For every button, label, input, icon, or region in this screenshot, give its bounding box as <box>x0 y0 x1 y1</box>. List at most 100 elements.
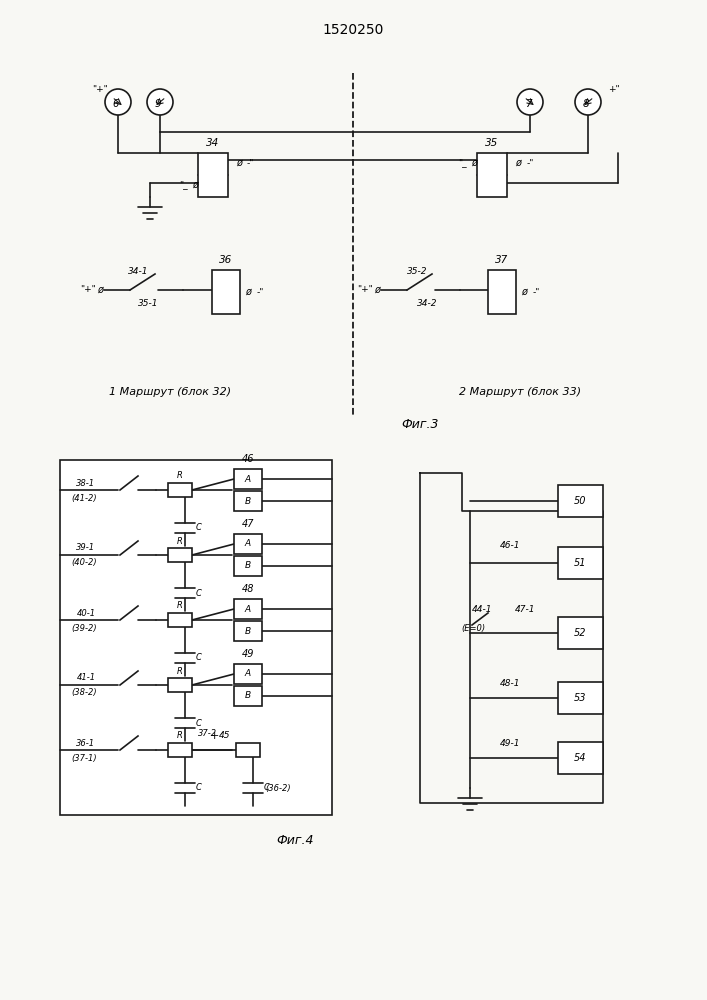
Text: 2 Маршрут (блок 33): 2 Маршрут (блок 33) <box>459 387 581 397</box>
Text: R: R <box>177 536 183 546</box>
Bar <box>212 270 240 314</box>
Text: 47-1: 47-1 <box>515 604 535 613</box>
Bar <box>234 686 262 706</box>
Bar <box>198 153 228 197</box>
Text: 54: 54 <box>574 753 587 763</box>
Text: 48: 48 <box>242 584 255 594</box>
Text: Фиг.4: Фиг.4 <box>276 834 314 846</box>
Text: ø: ø <box>374 285 380 295</box>
Circle shape <box>517 89 543 115</box>
Text: A: A <box>245 604 251 613</box>
Text: A: A <box>245 475 251 484</box>
Text: R: R <box>177 601 183 610</box>
Text: -": -" <box>526 158 534 167</box>
Text: ø: ø <box>515 158 521 168</box>
Text: C: C <box>196 784 202 792</box>
Text: B: B <box>245 496 251 506</box>
Bar <box>234 556 262 576</box>
Text: A: A <box>245 670 251 678</box>
Text: 38-1: 38-1 <box>76 479 95 488</box>
Text: 7: 7 <box>525 99 532 109</box>
Text: 35: 35 <box>486 138 498 148</box>
Circle shape <box>575 89 601 115</box>
Text: 1520250: 1520250 <box>322 23 384 37</box>
Text: 50: 50 <box>574 496 587 506</box>
Bar <box>234 469 262 489</box>
Text: R: R <box>177 732 183 740</box>
Bar <box>558 682 603 714</box>
Text: "+": "+" <box>92 86 108 95</box>
Text: 39-1: 39-1 <box>76 544 95 552</box>
Text: 34-2: 34-2 <box>416 300 437 308</box>
Text: R: R <box>177 472 183 481</box>
Text: C: C <box>264 784 270 792</box>
Text: ø: ø <box>471 158 477 168</box>
Text: 48-1: 48-1 <box>500 678 520 688</box>
Bar <box>168 678 192 692</box>
Text: 47: 47 <box>242 519 255 529</box>
Text: 35-1: 35-1 <box>138 300 158 308</box>
Text: -": -" <box>257 288 264 296</box>
Text: ø: ø <box>521 287 527 297</box>
Text: (41-2): (41-2) <box>71 493 97 502</box>
Text: 49: 49 <box>242 649 255 659</box>
Bar <box>488 270 516 314</box>
Text: R: R <box>177 666 183 676</box>
Text: 49-1: 49-1 <box>500 738 520 748</box>
Text: (38-2): (38-2) <box>71 688 97 698</box>
Circle shape <box>105 89 131 115</box>
Text: Фиг.3: Фиг.3 <box>402 418 439 432</box>
Text: (40-2): (40-2) <box>71 558 97 568</box>
Text: +: + <box>209 731 218 741</box>
Text: C: C <box>196 654 202 662</box>
Bar <box>558 485 603 517</box>
Text: ø: ø <box>245 287 251 297</box>
Text: 53: 53 <box>574 693 587 703</box>
Bar <box>234 491 262 511</box>
Text: B: B <box>245 626 251 636</box>
Text: (37-1): (37-1) <box>71 754 97 762</box>
Text: ø: ø <box>192 180 198 190</box>
Text: B: B <box>245 692 251 700</box>
Text: 46: 46 <box>242 454 255 464</box>
Bar <box>234 664 262 684</box>
Bar <box>168 613 192 627</box>
Text: B: B <box>245 562 251 570</box>
Text: A: A <box>245 540 251 548</box>
Text: "+": "+" <box>80 286 96 294</box>
Text: 46-1: 46-1 <box>500 542 520 550</box>
Bar <box>558 617 603 649</box>
Text: (E=0): (E=0) <box>461 624 485 633</box>
Text: +": +" <box>608 86 620 95</box>
Bar <box>234 599 262 619</box>
Text: 52: 52 <box>574 628 587 638</box>
Text: 6: 6 <box>113 99 119 109</box>
Circle shape <box>147 89 173 115</box>
Text: -": -" <box>246 158 254 167</box>
Text: 45: 45 <box>219 732 230 740</box>
Text: 44-1: 44-1 <box>472 604 492 613</box>
Bar <box>558 742 603 774</box>
Bar <box>236 743 260 757</box>
Bar <box>558 547 603 579</box>
Text: 51: 51 <box>574 558 587 568</box>
Text: 41-1: 41-1 <box>76 674 95 682</box>
Text: C: C <box>196 524 202 532</box>
Text: 36: 36 <box>219 255 233 265</box>
Text: 34-1: 34-1 <box>128 267 148 276</box>
Text: 34: 34 <box>206 138 220 148</box>
Text: 40-1: 40-1 <box>76 608 95 617</box>
Text: ø: ø <box>97 285 103 295</box>
Text: ø: ø <box>236 158 242 168</box>
Text: 8: 8 <box>583 99 590 109</box>
Text: (39-2): (39-2) <box>71 624 97 633</box>
Bar <box>477 153 507 197</box>
Text: -": -" <box>532 288 539 296</box>
Bar <box>60 460 332 815</box>
Bar <box>168 743 192 757</box>
Text: 9: 9 <box>155 99 161 109</box>
Text: 35-2: 35-2 <box>407 267 427 276</box>
Bar <box>234 534 262 554</box>
Text: "_: "_ <box>457 158 467 167</box>
Bar <box>168 548 192 562</box>
